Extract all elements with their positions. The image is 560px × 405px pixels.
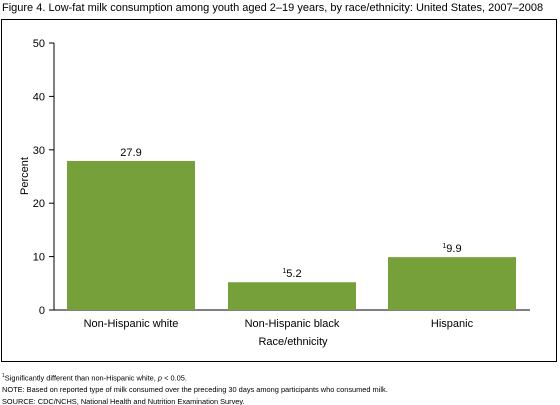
x-category-label: Non-Hispanic white [84,318,179,330]
significance-text: Significantly different than non-Hispani… [4,373,158,383]
bar [228,282,356,310]
x-category-label: Hispanic [431,318,474,330]
significance-threshold: < 0.05. [162,373,187,383]
bar-chart: Percent Race/ethnicity 0 10 20 30 40 50 27.9 No… [19,38,530,348]
footnotes: 1Significantly different than non-Hispan… [2,370,388,405]
bar-value-label: 27.9 [120,147,141,159]
bar-value-text: 9.9 [446,243,461,255]
x-category-label: Non-Hispanic black [245,318,340,330]
y-axis-title: Percent [19,157,31,195]
p-value-symbol: p [157,373,163,383]
y-tick-label: 10 [33,252,45,264]
figure-title: Figure 4. Low-fat milk consumption among… [2,2,544,14]
bar-value-text: 5.2 [286,268,301,280]
bar-value-label: 19.9 [442,243,461,255]
significance-superscript: 1 [282,268,286,275]
note-footnote: NOTE: Based on reported type of milk con… [2,385,388,395]
y-tick-label: 30 [33,145,45,157]
y-tick-label: 0 [39,305,45,317]
x-axis-title: Race/ethnicity [258,336,328,348]
bar [67,161,195,310]
y-tick-label: 20 [33,198,45,210]
significance-footnote: 1Significantly different than non-Hispan… [2,370,388,384]
bar-value-label: 15.2 [282,268,301,280]
y-tick-label: 40 [33,91,45,103]
y-tick-label: 50 [33,38,45,50]
bar [388,257,516,310]
chart-frame [1,19,557,362]
significance-mark: 1 [2,373,5,379]
significance-superscript: 1 [442,243,446,250]
source-footnote: SOURCE: CDC/NCHS, National Health and Nu… [2,397,245,405]
